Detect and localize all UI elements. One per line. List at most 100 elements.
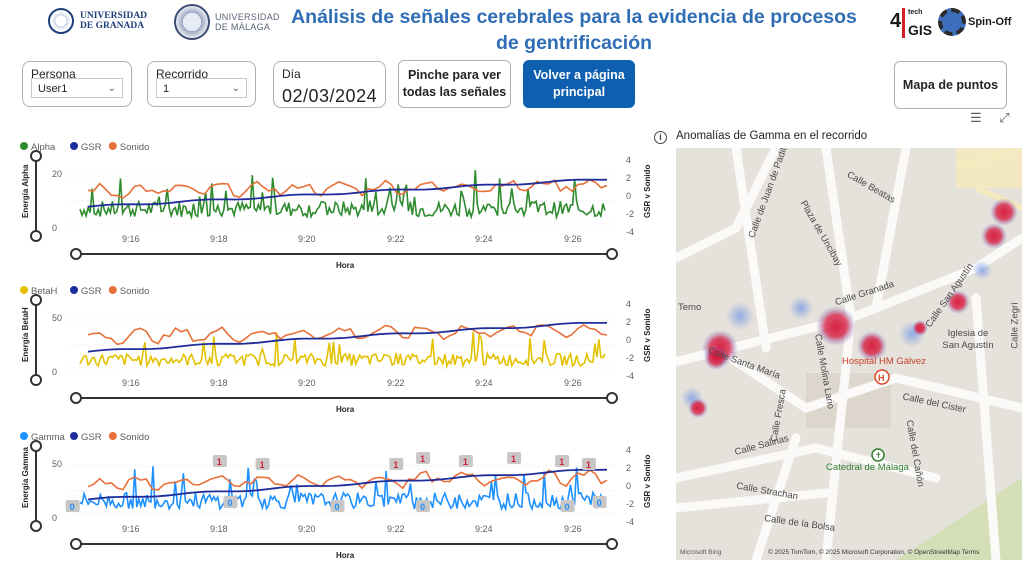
recorrido-dropdown[interactable]: 1 ⌄ [156, 78, 247, 98]
y2-tick-label: -2 [626, 499, 634, 509]
chevron-down-icon: ⌄ [231, 83, 240, 94]
anomaly-badge [65, 500, 80, 512]
series-line-sonido [87, 469, 608, 491]
street-label: Temo [678, 302, 702, 313]
series-line-sonido [87, 178, 608, 199]
y-slider-handle [30, 230, 42, 242]
y2-tick-label: -2 [626, 353, 634, 363]
persona-slicer[interactable]: Persona User1 ⌄ [22, 61, 132, 107]
main-page-button[interactable]: Volver a página principal [523, 60, 635, 108]
logo-tech-number: 4 [890, 10, 902, 32]
x-tick-label: 9:18 [210, 378, 228, 388]
uma-line2: DE MÁLAGA [215, 22, 271, 32]
expand-icon[interactable]: ⤢ [999, 110, 1010, 125]
anomaly-label: 1 [217, 457, 222, 467]
cathedral-marker-glyph: ✝ [875, 451, 882, 460]
x-tick-label: 9:18 [210, 524, 228, 534]
y-tick-label: 50 [52, 459, 62, 469]
recorrido-value: 1 [163, 83, 170, 95]
anomaly-label: 1 [511, 454, 516, 464]
cathedral-marker-icon[interactable] [871, 448, 885, 462]
series-line-gsr [87, 178, 608, 208]
x-axis-label: Hora [336, 551, 355, 560]
y2-tick-label: 4 [626, 299, 631, 309]
x-tick-label: 9:20 [298, 524, 316, 534]
logo-tech-word: tech [908, 9, 923, 16]
anomaly-badge [389, 458, 404, 470]
legend-label-alpha: Alpha [31, 142, 56, 153]
map-block-yellow [956, 148, 1022, 188]
legend-dot-gsr [70, 286, 78, 294]
y2-tick-label: 2 [626, 173, 631, 183]
chevron-down-icon: ⌄ [107, 83, 116, 94]
poi-hospital: Hospital HM Gálvez [842, 356, 926, 367]
hospital-marker-glyph: H [878, 373, 885, 383]
legend-label-gsr: GSR [81, 286, 102, 297]
x-slider-handle [606, 538, 618, 550]
y-axis-label: Energía BetaH [21, 307, 30, 362]
persona-label: Persona [31, 67, 76, 81]
x-slider-handle [70, 392, 82, 404]
all-signals-button[interactable]: Pinche para ver todas las señales [398, 60, 511, 108]
anomaly-badge [416, 500, 431, 512]
y2-tick-label: 2 [626, 463, 631, 473]
dia-slicer[interactable]: Día 02/03/2024 [273, 61, 386, 108]
map-toolbar: ☰ ⤢ [970, 110, 1010, 126]
y-slider-handle [30, 150, 42, 162]
info-icon[interactable]: i [654, 131, 667, 144]
logo-tech-bar [902, 8, 905, 38]
map-view[interactable]: H ✝ Calle de Juan de Padilla Calle Beata… [676, 148, 1022, 560]
ugr-line2: DE GRANADA [80, 21, 145, 31]
map-attribution[interactable]: © 2025 TomTom, © 2025 Microsoft Corporat… [768, 549, 980, 556]
hospital-marker-icon[interactable] [874, 369, 890, 385]
anomaly-label: 0 [70, 502, 75, 512]
anomaly-label: 0 [597, 498, 602, 508]
y-slider-handle [30, 374, 42, 386]
anomaly-badge [458, 455, 473, 467]
series-line-gamma [79, 466, 606, 512]
anomaly-badge [560, 500, 575, 512]
legend-dot-sonido [108, 432, 117, 440]
recorrido-slicer[interactable]: Recorrido 1 ⌄ [147, 61, 256, 107]
page-title: Análisis de señales cerebrales para la e… [291, 6, 857, 54]
x-slider-handle [606, 392, 618, 404]
poi-iglesia: Iglesia de San Agustín [942, 328, 994, 351]
x-tick-label: 9:24 [475, 378, 493, 388]
legend-dot-gsr [70, 432, 78, 440]
logo-4tech-gis: 4 tech GIS [890, 6, 932, 40]
map-heat-spots [681, 198, 1018, 418]
series-line-sonido [87, 323, 608, 346]
anomaly-label: 0 [565, 502, 570, 512]
y2-axis-label: GSR y Sonido [643, 165, 650, 218]
uma-line1: UNIVERSIDAD [215, 12, 280, 22]
y-tick-label: 0 [52, 367, 57, 377]
anomaly-badge [255, 458, 270, 470]
y2-tick-label: 0 [626, 335, 631, 345]
anomaly-badge [416, 452, 431, 464]
y-slider-handle [30, 440, 42, 452]
anomaly-badge [592, 496, 607, 508]
anomaly-badge [581, 458, 596, 470]
anomaly-label: 1 [393, 460, 398, 470]
series-line-betah [79, 331, 606, 369]
legend-dot-sonido [108, 142, 117, 150]
uma-seal-icon [174, 4, 210, 40]
charts-area: Alpha GSR Sonido Energía Alpha 0 20 4 2 0 -2 -4 GSR… [0, 132, 652, 562]
persona-dropdown[interactable]: User1 ⌄ [31, 78, 123, 98]
anomaly-label: 0 [228, 498, 233, 508]
filter-icon[interactable]: ☰ [970, 110, 982, 125]
dia-value[interactable]: 02/03/2024 [282, 86, 378, 106]
x-slider-handle [70, 538, 82, 550]
map-title: Anomalías de Gamma en el recorrido [676, 130, 868, 142]
ugr-line1: UNIVERSIDAD [80, 11, 148, 21]
y-axis-label: Energía Alpha [21, 164, 30, 218]
x-slider-handle [606, 248, 618, 260]
x-tick-label: 9:22 [387, 378, 405, 388]
legend-label-sonido: Sonido [120, 286, 150, 297]
series-line-gsr [87, 321, 608, 353]
y2-tick-label: 0 [626, 481, 631, 491]
legend-label-gsr: GSR [81, 142, 102, 153]
map-points-button[interactable]: Mapa de puntos [894, 61, 1007, 109]
logo-universidad-granada: UNIVERSIDAD DE GRANADA [48, 8, 147, 34]
legend-dot-alpha [20, 142, 28, 150]
